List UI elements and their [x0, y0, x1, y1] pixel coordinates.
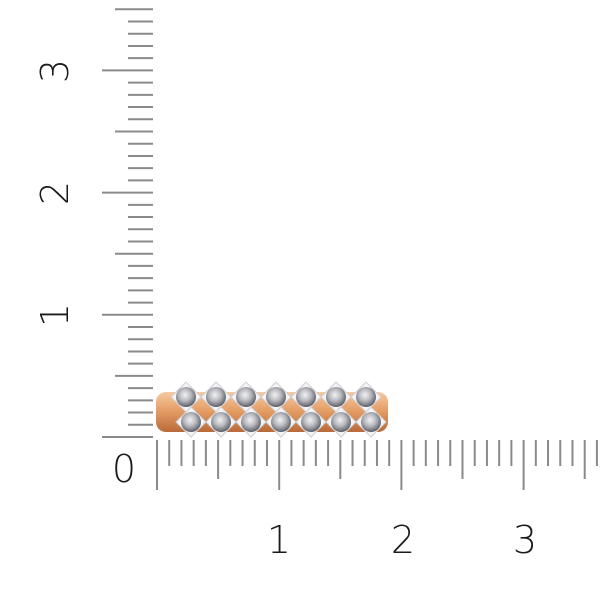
vertical-ruler — [102, 8, 153, 438]
diamond-stone — [206, 387, 226, 407]
horizontal-label-2: 2 — [391, 518, 415, 562]
diamond-stone — [326, 387, 346, 407]
diamond-stone — [211, 412, 231, 432]
diamond-stone — [296, 387, 316, 407]
diamond-stone — [271, 412, 291, 432]
diamond-stone — [236, 387, 256, 407]
diamond-stone — [176, 387, 196, 407]
horizontal-ruler — [156, 440, 598, 490]
diamond-stone — [266, 387, 286, 407]
diamond-stone — [301, 412, 321, 432]
diamond-stone — [241, 412, 261, 432]
horizontal-label-3: 3 — [513, 518, 537, 562]
vertical-label-3: 3 — [33, 59, 77, 83]
vertical-label-2: 2 — [33, 181, 77, 205]
diamond-stone — [181, 412, 201, 432]
ring-image — [156, 381, 388, 438]
diamond-stone — [361, 412, 381, 432]
diamond-stone — [331, 412, 351, 432]
diamond-stone — [356, 387, 376, 407]
vertical-label-1: 1 — [33, 303, 77, 327]
ruler-zero-label: 0 — [112, 447, 136, 491]
horizontal-label-1: 1 — [267, 518, 291, 562]
